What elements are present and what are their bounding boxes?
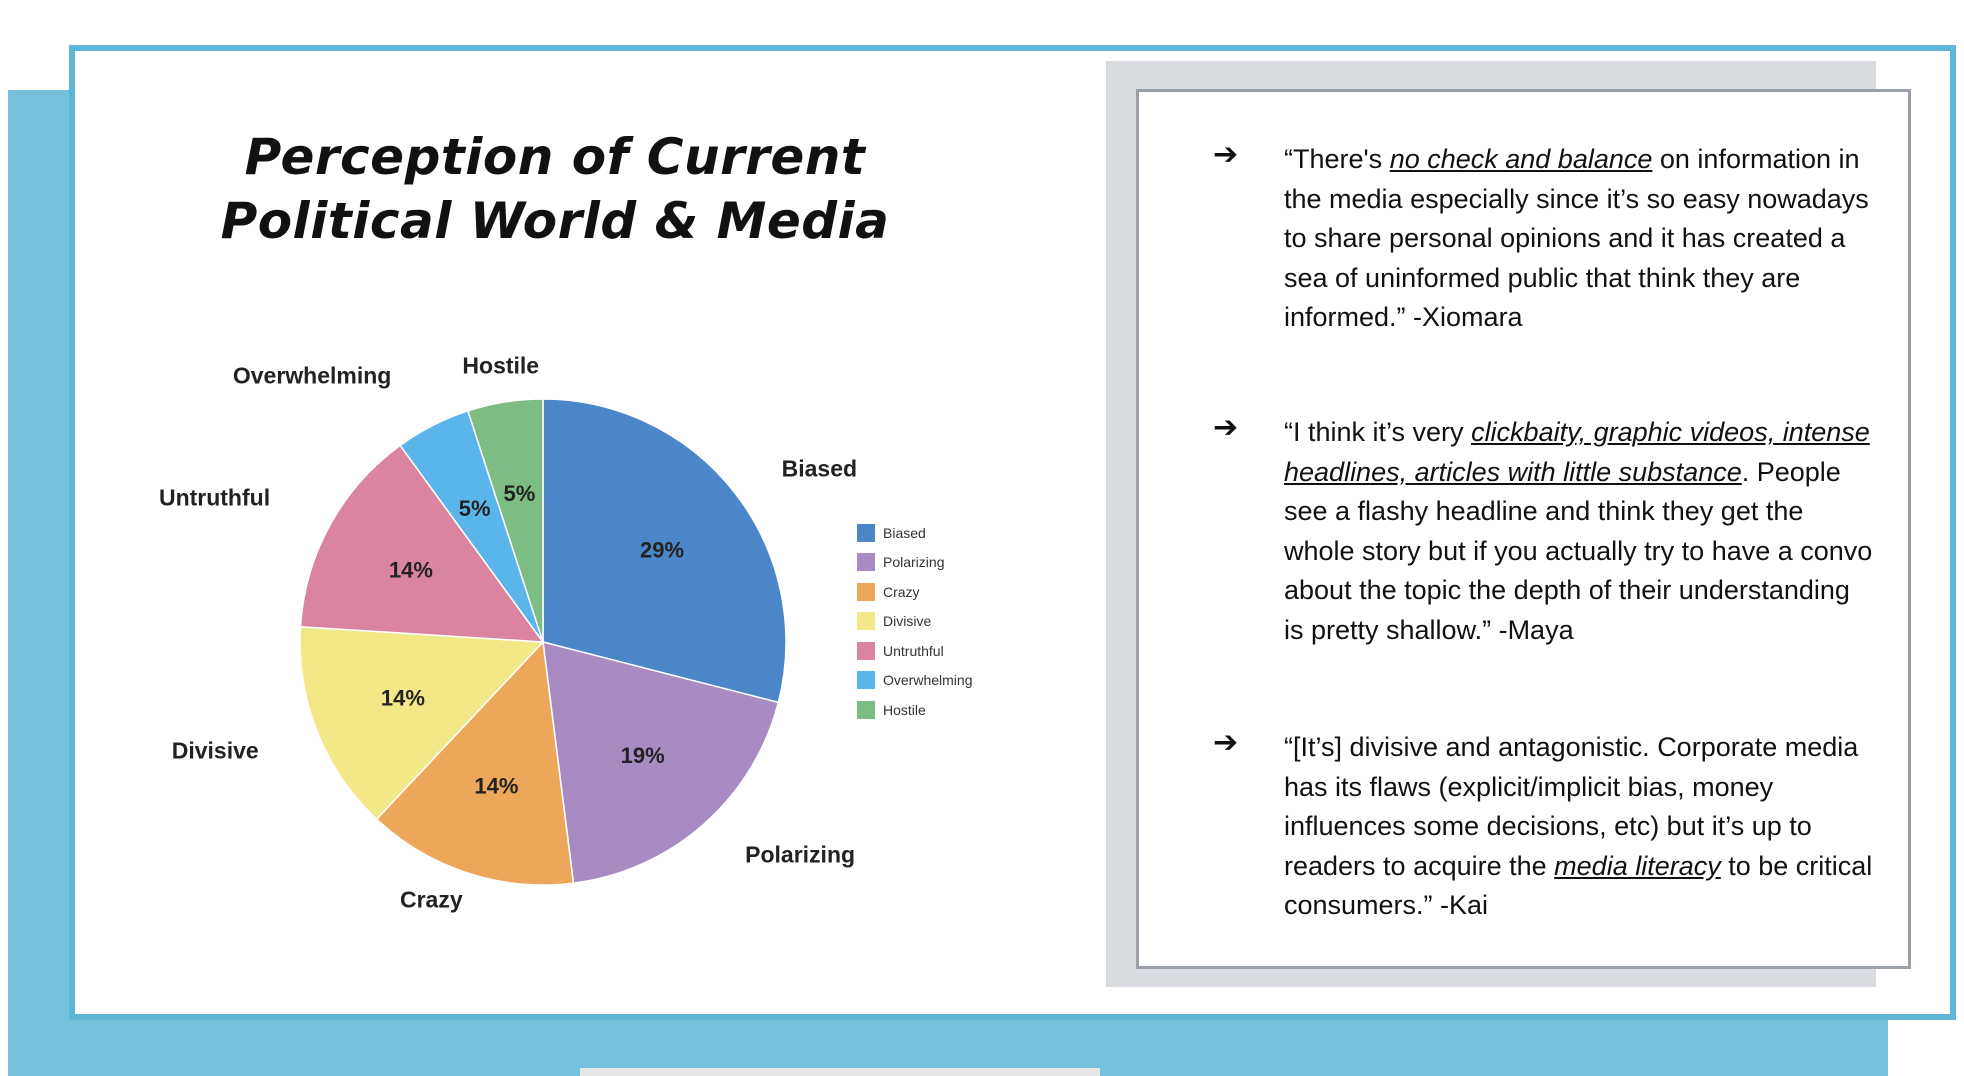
quote-emphasis: clickbaity, graphic videos, intense head… <box>1284 417 1870 487</box>
quote-1: “There's no check and balance on informa… <box>1284 140 1874 338</box>
legend-label: Biased <box>883 524 926 541</box>
pie-category-label-crazy: Crazy <box>400 886 463 912</box>
legend-swatch <box>857 612 875 631</box>
legend-item-biased: Biased <box>857 518 972 548</box>
legend-swatch <box>857 641 875 660</box>
quote-text: “I think it’s very <box>1284 417 1472 447</box>
legend-swatch <box>857 553 875 572</box>
pie-slice-crazy <box>375 640 575 886</box>
quote-2: “I think it’s very clickbaity, graphic v… <box>1284 413 1874 650</box>
pie-value-label-untruthful: 14% <box>389 557 433 582</box>
bullet-arrow-icon: ➔ <box>1213 137 1239 172</box>
pie-slice-biased <box>542 398 787 704</box>
quote-text: “There's <box>1284 144 1390 174</box>
legend-swatch <box>857 700 875 719</box>
pie-slice-hostile <box>466 398 544 643</box>
legend-item-polarizing: Polarizing <box>857 548 972 578</box>
quote-text: to be critical consumers.” -Kai <box>1284 850 1873 921</box>
pie-slice-divisive <box>299 625 545 821</box>
pie-category-label-overwhelming: Overwhelming <box>233 363 391 389</box>
legend-label: Crazy <box>883 583 920 600</box>
legend-swatch <box>857 582 875 601</box>
legend-label: Overwhelming <box>883 672 973 689</box>
legend-item-overwhelming: Overwhelming <box>857 666 972 696</box>
chart-title: Perception of Current Political World & … <box>160 125 950 253</box>
pie-value-label-overwhelming: 5% <box>459 496 491 521</box>
quote-card <box>1136 89 1911 969</box>
quote-emphasis: media literacy <box>1554 850 1721 881</box>
pie-value-label-hostile: 5% <box>504 481 536 506</box>
pie-chart: 29% Biased 19% Polarizing 14% Crazy 14% Divisiv… <box>159 352 857 912</box>
pie-category-label-hostile: Hostile <box>462 352 539 378</box>
chart-title-line-2: Political World & Media <box>220 192 890 250</box>
quote-text: on information in the media especially s… <box>1284 144 1869 332</box>
chart-title-line-1: Perception of Current <box>244 128 866 186</box>
bullet-arrow-icon: ➔ <box>1213 725 1239 760</box>
quote-3: “[It’s] divisive and antagonistic. Corpo… <box>1284 728 1874 926</box>
pie-category-label-biased: Biased <box>782 456 857 482</box>
pie-category-label-untruthful: Untruthful <box>159 484 270 510</box>
legend-item-untruthful: Untruthful <box>857 636 972 666</box>
quote-text: “[It’s] divisive and antagonistic. Corpo… <box>1284 732 1859 881</box>
pie-value-label-polarizing: 19% <box>621 743 665 768</box>
pie-category-label-divisive: Divisive <box>172 738 259 764</box>
pie-value-label-biased: 29% <box>640 538 684 563</box>
pie-slice-polarizing <box>542 640 780 884</box>
bullet-arrow-icon: ➔ <box>1213 410 1239 445</box>
pie-category-label-polarizing: Polarizing <box>745 841 855 867</box>
legend-label: Polarizing <box>883 554 945 571</box>
quote-emphasis: no check and balance <box>1389 144 1653 174</box>
decorative-strip <box>580 1068 1100 1076</box>
legend-swatch <box>857 671 875 690</box>
legend-swatch <box>857 523 875 542</box>
legend-item-divisive: Divisive <box>857 607 972 637</box>
quote-text: . People see a flashy headline and think… <box>1284 456 1873 645</box>
legend-label: Divisive <box>883 613 932 630</box>
legend-item-crazy: Crazy <box>857 577 972 607</box>
legend-label: Untruthful <box>883 642 944 659</box>
chart-legend: Biased Polarizing Crazy Divisive Untruthful O… <box>857 518 972 725</box>
pie-value-label-divisive: 14% <box>381 685 425 710</box>
pie-slice-untruthful <box>299 444 545 643</box>
legend-item-hostile: Hostile <box>857 695 972 725</box>
pie-value-label-crazy: 14% <box>474 773 518 798</box>
legend-label: Hostile <box>883 701 926 718</box>
